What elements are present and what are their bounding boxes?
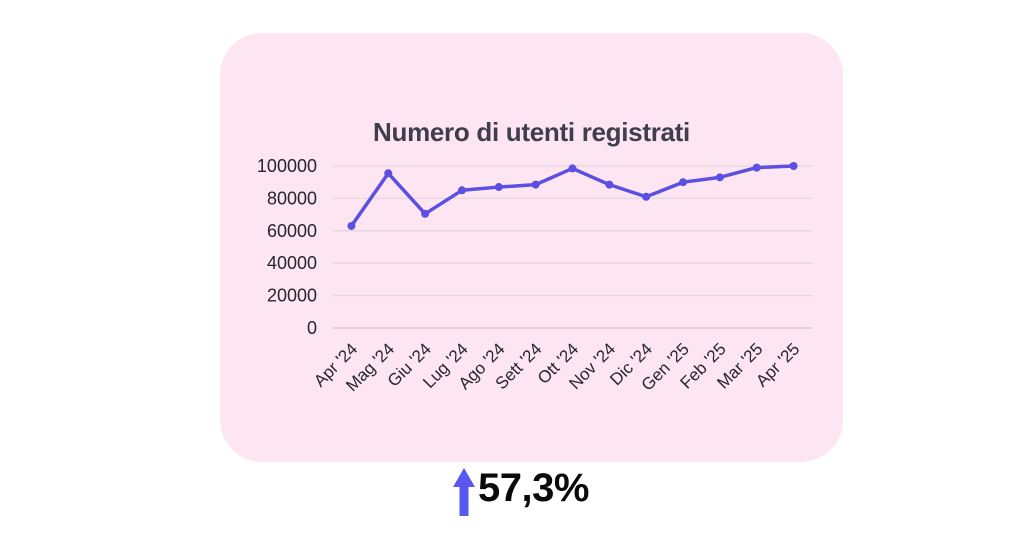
up-arrow-icon (453, 468, 475, 516)
chart-title: Numero di utenti registrati (373, 117, 690, 147)
growth-percentage: 57,3% (478, 466, 589, 510)
data-point (605, 180, 614, 189)
data-point (531, 180, 540, 189)
data-point (568, 164, 577, 173)
y-tick-label: 40000 (267, 253, 317, 273)
y-tick-label: 60000 (267, 221, 317, 241)
growth-indicator: 57,3% (453, 464, 589, 516)
y-tick-label: 80000 (267, 188, 317, 208)
data-point (642, 192, 651, 201)
data-line (349, 164, 796, 228)
data-point (789, 162, 798, 170)
data-point (752, 163, 761, 172)
y-tick-label: 20000 (267, 286, 317, 306)
y-tick-label: 100000 (257, 156, 317, 176)
data-point (457, 186, 466, 195)
data-point (494, 183, 503, 192)
chart-card: Numero di utenti registrati 0 20000 40000 6… (220, 33, 843, 462)
y-tick-label: 0 (307, 318, 317, 338)
data-point (715, 173, 724, 182)
data-point (421, 209, 430, 218)
data-point (384, 169, 393, 178)
data-point (679, 178, 688, 187)
data-point (347, 221, 356, 230)
